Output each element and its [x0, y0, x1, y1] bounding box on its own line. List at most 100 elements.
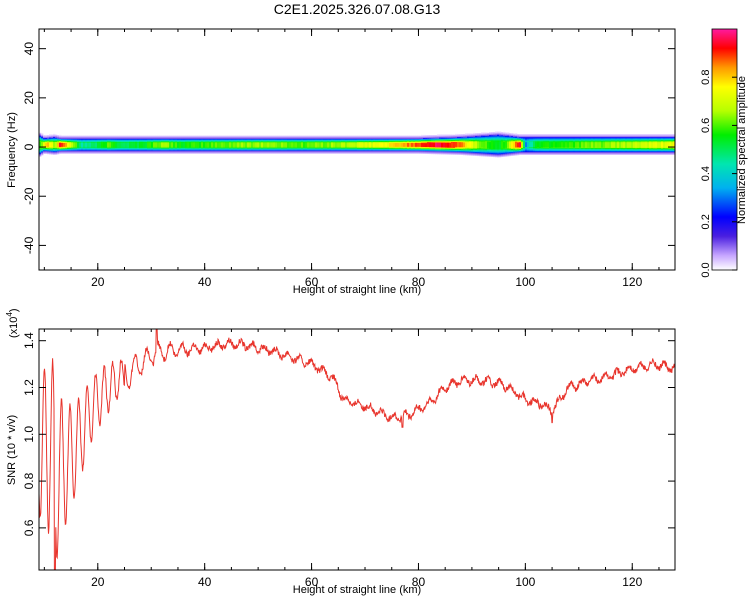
spectrogram-cell [541, 143, 544, 146]
spectrogram-cell [91, 140, 94, 142]
spectrogram-cell [71, 145, 74, 147]
spectrogram-cell [309, 144, 312, 146]
spectrogram-cell [41, 141, 44, 143]
spectrogram-cell [535, 135, 538, 138]
spectrogram-cell [129, 140, 132, 142]
spectrogram-cell [237, 152, 240, 154]
spectrogram-cell [173, 146, 176, 148]
spectrogram-cell [189, 138, 192, 140]
spectrogram-cell [463, 142, 466, 144]
spectrogram-cell [215, 148, 218, 150]
spectrogram-cell [207, 145, 210, 147]
spectrogram-cell [213, 152, 216, 154]
spectrogram-cell [419, 138, 422, 141]
spectrogram-cell [533, 148, 536, 151]
spectrogram-cell [97, 136, 100, 138]
spectrogram-cell [77, 146, 80, 148]
spectrogram-cell [223, 143, 226, 145]
spectrogram-cell [445, 144, 448, 146]
spectrogram-cell [479, 138, 482, 140]
spectrogram-cell [77, 135, 80, 138]
spectrogram-cell [325, 144, 328, 146]
spectrogram-cell [353, 137, 356, 139]
spectrogram-cell [237, 137, 240, 139]
spectrogram-cell [479, 136, 482, 138]
spectrogram-cell [535, 153, 538, 155]
spectrogram-cell [279, 142, 282, 144]
spectrogram-cell [331, 141, 334, 143]
spectrogram-cell [255, 142, 258, 144]
spectrogram-cell [147, 145, 150, 147]
spectrogram-cell [385, 146, 388, 148]
spectrogram-cell [541, 134, 544, 137]
spectrogram-cell [365, 142, 368, 144]
spectrogram-cell [427, 139, 430, 142]
spectrogram-cell [275, 135, 278, 138]
spectrogram-cell [193, 138, 196, 140]
spectrogram-cell [295, 151, 298, 153]
spectrogram-cell [279, 147, 282, 149]
spectrogram-cell [497, 151, 500, 153]
spectrogram-cell [199, 136, 202, 138]
spectrogram-cell [309, 135, 312, 138]
spectrogram-cell [41, 151, 44, 153]
spectrogram-cell [483, 132, 486, 134]
spectrogram-cell [451, 139, 454, 141]
spectrogram-cell [547, 149, 550, 152]
spectrogram-cell [405, 137, 408, 139]
spectrogram-cell [167, 151, 170, 153]
spectrogram-cell [493, 155, 496, 158]
spectrogram-cell [135, 136, 138, 138]
spectrogram-cell [453, 140, 456, 142]
spectrogram-cell [379, 144, 382, 146]
spectrogram-cell [75, 137, 78, 139]
spectrogram-cell [451, 137, 454, 139]
spectrogram-cell [505, 154, 508, 156]
spectrogram-cell [335, 145, 338, 147]
spectrogram-cell [249, 139, 252, 141]
spectrogram-cell [443, 135, 446, 137]
spectrogram-cell [485, 148, 488, 150]
spectrogram-cell [133, 137, 136, 139]
spectrogram-cell [247, 143, 250, 145]
spectrogram-cell [47, 145, 50, 147]
spectrogram-cell [173, 135, 176, 138]
spectrogram-cell [505, 142, 508, 144]
spectrogram-cell [343, 146, 346, 148]
spectrogram-cell [433, 145, 436, 147]
spectrogram-cell [201, 136, 204, 138]
spectrogram-cell [551, 137, 554, 140]
spectrogram-cell [525, 152, 528, 154]
spectrogram-cell [363, 144, 366, 146]
spectrogram-cell [75, 143, 78, 145]
spectrogram-cell [441, 137, 444, 139]
spectrogram-cell [79, 152, 82, 154]
spectrogram-cell [529, 144, 532, 147]
spectrogram-cell [347, 135, 350, 138]
spectrogram-cell [417, 143, 420, 145]
spectrogram-cell [519, 142, 522, 145]
spectrogram-cell [547, 152, 550, 154]
spectrogram-cell [411, 140, 414, 142]
spectrogram-cell [313, 148, 316, 150]
spectrogram-cell [309, 138, 312, 140]
spectrogram-cell [505, 135, 508, 137]
spectrogram-cell [87, 152, 90, 154]
spectrogram-cell [441, 139, 444, 141]
spectrogram-cell [497, 134, 500, 136]
spectrogram-cell [141, 144, 144, 146]
spectrogram-cell [267, 147, 270, 149]
spectrogram-cell [163, 143, 166, 145]
spectrogram-cell [425, 149, 428, 152]
spectrogram-cell [561, 149, 564, 152]
spectrogram-cell [45, 152, 48, 154]
spectrogram-cell [75, 140, 78, 142]
spectrogram-cell [359, 135, 362, 138]
spectrogram-cell [155, 151, 158, 153]
spectrogram-cell [167, 138, 170, 140]
spectrogram-cell [321, 137, 324, 139]
spectrogram-cell [63, 150, 66, 152]
spectrogram-cell [67, 147, 70, 149]
spectrogram-cell [369, 141, 372, 143]
spectrogram-cell [549, 143, 552, 146]
